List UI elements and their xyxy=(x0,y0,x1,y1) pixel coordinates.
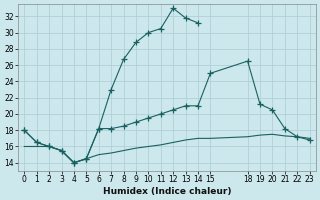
X-axis label: Humidex (Indice chaleur): Humidex (Indice chaleur) xyxy=(103,187,231,196)
